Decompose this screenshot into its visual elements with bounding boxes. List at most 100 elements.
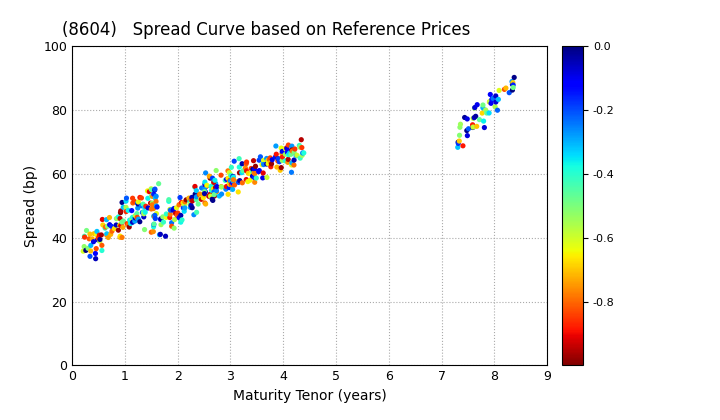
Point	[211, 187, 222, 194]
Point	[291, 152, 302, 159]
Point	[272, 158, 284, 164]
Point	[104, 221, 115, 228]
Point	[125, 219, 137, 226]
Point	[223, 184, 235, 191]
Point	[222, 191, 234, 198]
Point	[132, 199, 144, 205]
Point	[130, 215, 141, 221]
Point	[265, 159, 276, 166]
Point	[114, 222, 125, 228]
Point	[274, 158, 285, 165]
Point	[197, 194, 209, 201]
Point	[247, 168, 258, 175]
Point	[276, 145, 287, 152]
Point	[457, 142, 469, 149]
Point	[122, 221, 134, 228]
Point	[225, 173, 237, 179]
Point	[200, 170, 212, 176]
Point	[106, 228, 117, 234]
Point	[467, 124, 479, 131]
Point	[124, 217, 135, 223]
Point	[208, 177, 220, 184]
Point	[286, 143, 297, 150]
Point	[206, 187, 217, 194]
Point	[199, 189, 211, 195]
Point	[223, 180, 235, 186]
Point	[167, 206, 179, 213]
Point	[282, 159, 294, 165]
Point	[183, 195, 194, 202]
Point	[117, 204, 129, 211]
Point	[85, 248, 96, 255]
Point	[216, 184, 228, 190]
Point	[194, 192, 205, 198]
Point	[469, 114, 480, 121]
Point	[196, 196, 207, 203]
Point	[96, 216, 108, 223]
Point	[145, 200, 156, 207]
Point	[150, 215, 161, 222]
Point	[175, 219, 186, 226]
Point	[158, 219, 169, 226]
Point	[282, 149, 293, 156]
Point	[461, 127, 472, 134]
Point	[86, 236, 98, 242]
Point	[179, 205, 191, 211]
Point	[99, 224, 111, 231]
Point	[184, 201, 196, 207]
Point	[272, 155, 284, 162]
Point	[120, 204, 132, 211]
Point	[138, 213, 150, 220]
Point	[117, 218, 129, 224]
X-axis label: Maturity Tenor (years): Maturity Tenor (years)	[233, 389, 387, 403]
Point	[114, 222, 126, 228]
Point	[270, 143, 282, 150]
Point	[176, 217, 188, 223]
Point	[97, 222, 109, 228]
Point	[233, 164, 245, 171]
Point	[189, 183, 201, 190]
Point	[79, 234, 91, 241]
Point	[204, 175, 216, 181]
Point	[276, 154, 288, 160]
Point	[234, 177, 246, 184]
Point	[459, 114, 470, 121]
Point	[130, 212, 141, 219]
Point	[492, 107, 503, 113]
Point	[121, 195, 132, 202]
Point	[507, 87, 518, 93]
Point	[282, 148, 294, 155]
Point	[179, 199, 191, 205]
Point	[150, 203, 162, 210]
Point	[237, 179, 248, 186]
Point	[210, 185, 221, 192]
Point	[109, 225, 120, 232]
Point	[189, 191, 201, 197]
Point	[280, 145, 292, 152]
Point	[270, 154, 282, 160]
Point	[120, 198, 132, 205]
Point	[140, 203, 152, 210]
Point	[177, 200, 189, 206]
Point	[207, 186, 218, 192]
Point	[455, 121, 467, 128]
Point	[225, 178, 236, 184]
Point	[115, 220, 127, 227]
Point	[140, 209, 151, 215]
Point	[189, 184, 201, 191]
Point	[227, 186, 238, 193]
Point	[499, 86, 510, 93]
Point	[208, 189, 220, 195]
Y-axis label: Spread (bp): Spread (bp)	[24, 165, 37, 247]
Point	[84, 231, 96, 237]
Point	[96, 242, 108, 249]
Point	[131, 214, 143, 221]
Point	[147, 201, 158, 208]
Point	[289, 146, 301, 152]
Point	[196, 185, 207, 192]
Point	[114, 234, 126, 241]
Point	[150, 194, 161, 201]
Point	[227, 179, 238, 186]
Point	[148, 221, 160, 228]
Point	[266, 160, 277, 167]
